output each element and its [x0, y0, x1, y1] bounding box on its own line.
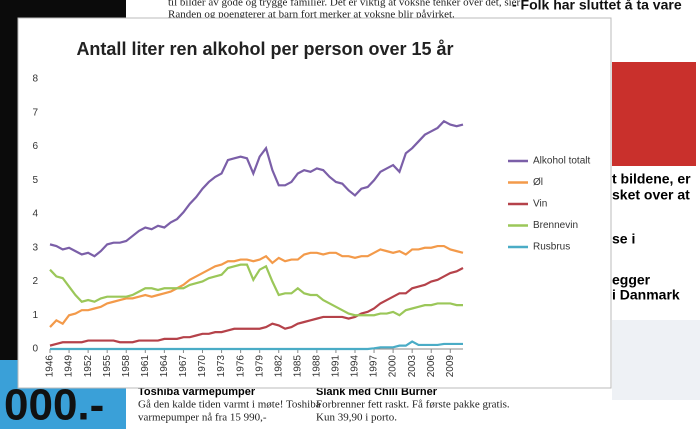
x-tick-label: 1955	[102, 355, 113, 378]
ad-text: Kun 39,90 i porto.	[316, 412, 397, 424]
x-tick-label: 1961	[140, 355, 151, 378]
side-headline: - Folk har sluttet å ta vare	[512, 0, 682, 13]
side-thumbnails	[612, 320, 700, 400]
y-tick-label: 2	[32, 276, 38, 287]
y-tick-label: 0	[32, 344, 38, 355]
ad-text: Gå den kalde tiden varmt i møte! Toshiba	[138, 399, 321, 411]
line	[49, 267, 464, 347]
y-tick-label: 8	[32, 74, 38, 85]
x-tick-label: 1970	[197, 355, 208, 378]
x-tick-label: 1985	[292, 355, 303, 378]
ad-text: varmepumper nå fra 15 990,-	[138, 412, 267, 424]
x-tick-label: 1991	[331, 355, 342, 378]
x-tick-label: 1946	[45, 355, 56, 378]
legend-label: Alkohol totalt	[533, 156, 590, 167]
side-text: t bildene, er	[612, 171, 691, 187]
y-tick-label: 1	[32, 310, 38, 321]
x-tick-label: 1967	[178, 355, 189, 378]
side-text: se i	[612, 231, 635, 247]
side-photo	[612, 62, 696, 166]
y-tick-label: 4	[32, 209, 38, 220]
line	[49, 119, 464, 258]
x-tick-label: 1988	[312, 355, 323, 378]
x-tick-label: 2009	[445, 355, 456, 378]
side-text: sket over at	[612, 187, 690, 203]
y-tick-label: 6	[32, 141, 38, 152]
legend-label: Rusbrus	[533, 242, 570, 253]
x-tick-label: 1979	[254, 355, 265, 378]
ad-title: Toshiba varmepumper	[138, 386, 256, 398]
y-tick-label: 5	[32, 175, 38, 186]
ad-title: Slank med Chili Burner	[316, 386, 438, 398]
x-tick-label: 1949	[64, 355, 75, 378]
x-tick-label: 1973	[216, 355, 227, 378]
article-text: til bilder av gode og trygge familier. D…	[168, 0, 521, 9]
x-tick-label: 1964	[159, 355, 170, 378]
side-text: egger	[612, 272, 651, 288]
line	[49, 263, 463, 317]
y-tick-label: 3	[32, 242, 38, 253]
x-tick-label: 1994	[350, 355, 361, 378]
legend-label: Brennevin	[533, 220, 578, 231]
x-tick-label: 1958	[121, 355, 132, 378]
x-tick-label: 1952	[83, 355, 94, 378]
ad-text: Forbrenner fett raskt. Få første pakke g…	[316, 399, 510, 411]
x-tick-label: 1997	[369, 355, 380, 378]
chart-title: Antall liter ren alkohol per person over…	[76, 39, 453, 59]
x-tick-label: 2006	[426, 355, 437, 378]
line	[49, 244, 464, 328]
x-tick-label: 2000	[388, 355, 399, 378]
x-tick-label: 1982	[273, 355, 284, 378]
x-tick-label: 1976	[235, 355, 246, 378]
ad-big-text: 000.-	[4, 381, 104, 429]
legend-label: Øl	[533, 177, 543, 188]
side-text: i Danmark	[612, 287, 680, 303]
x-tick-label: 2003	[407, 355, 418, 378]
y-tick-label: 7	[32, 107, 38, 118]
chart: 0 1 2 3 4 5 6 7 8 1946 1949 1952 1955 1958 1961 1964 196…	[32, 74, 590, 378]
legend-label: Vin	[533, 199, 547, 210]
line	[50, 340, 463, 351]
